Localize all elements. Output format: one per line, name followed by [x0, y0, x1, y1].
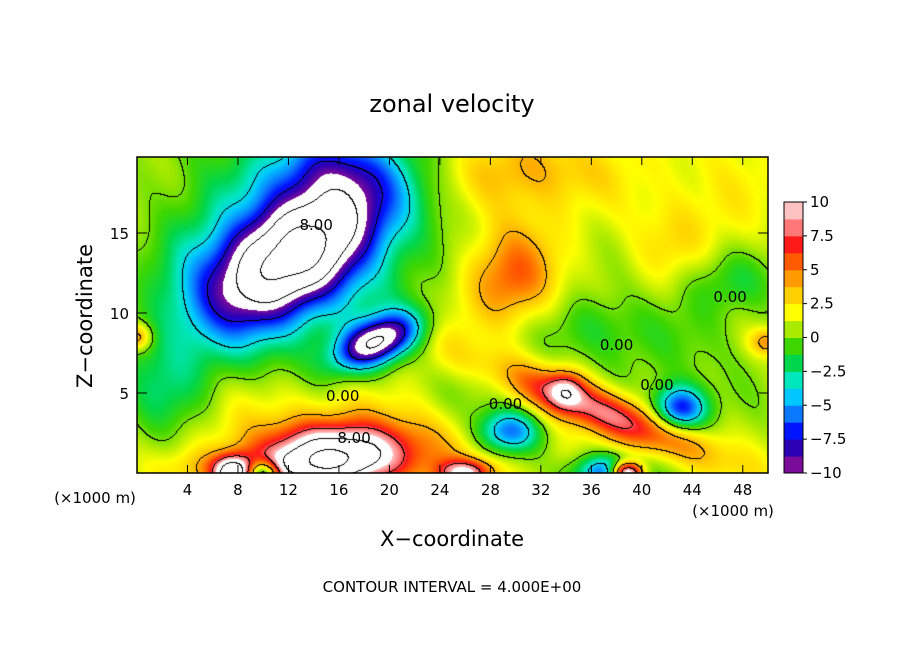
colorbar-block [784, 337, 803, 355]
colorbar-ticks: 10 7.5 5 2.5 0 −2.5 −5 −7.5 −10 [803, 193, 846, 482]
y-tick-label: 5 [119, 385, 129, 403]
colorbar-block [784, 269, 803, 288]
plot-frame [136, 156, 769, 474]
colorbar-block [784, 235, 803, 254]
colorbar-block [784, 405, 803, 423]
colorbar-block [784, 422, 803, 440]
y-tick-label: 15 [110, 225, 129, 243]
contour-label: 0.00 [600, 336, 633, 354]
x-unit-right: (×1000 m) [692, 502, 774, 520]
contour-label: 0.00 [640, 376, 673, 394]
x-tick-label: 28 [481, 481, 500, 499]
colorbar-tick-label: 2.5 [810, 295, 834, 313]
x-tick-label: 12 [279, 481, 298, 499]
x-tick-label: 4 [183, 481, 193, 499]
colorbar-tick-label: 0 [810, 329, 820, 347]
colorbar-block [784, 252, 803, 271]
chart-title: zonal velocity [369, 90, 534, 118]
x-unit-left: (×1000 m) [54, 489, 136, 507]
contour-label: 8.00 [300, 216, 333, 234]
x-tick-label: 44 [683, 481, 702, 499]
x-tick-label: 20 [380, 481, 399, 499]
y-tick-label: 10 [110, 305, 129, 323]
colorbar-tick-label: −2.5 [810, 362, 846, 380]
colorbar-block [784, 371, 803, 389]
colorbar-block [784, 388, 803, 406]
colorbar-block [784, 320, 803, 338]
velocity-field [137, 157, 768, 473]
colorbar-tick-label: −5 [810, 396, 832, 414]
x-tick-label: 48 [733, 481, 752, 499]
x-tick-label: 24 [430, 481, 449, 499]
x-tick-label: 16 [329, 481, 348, 499]
colorbar-tick-label: 5 [810, 261, 820, 279]
colorbar-block [784, 354, 803, 372]
y-axis-label: Z−coordinate [73, 244, 97, 388]
colorbar-block [784, 439, 803, 457]
colorbar-block [784, 202, 803, 220]
contour-labels: 8.00 8.00 0.00 0.00 0.00 0.00 0.00 [300, 216, 747, 447]
colorbar-block [784, 456, 803, 474]
colorbar-tick-label: −10 [810, 464, 842, 482]
colorbar-block [784, 286, 803, 305]
colorbar-block [784, 303, 803, 322]
contour-label: 8.00 [337, 429, 370, 447]
colorbar-block [784, 218, 803, 237]
x-tick-label: 40 [632, 481, 651, 499]
contour-interval-note: CONTOUR INTERVAL = 4.000E+00 [323, 578, 582, 596]
contour-label: 0.00 [713, 288, 746, 306]
colorbar-tick-label: 7.5 [810, 227, 834, 245]
x-tick-label: 32 [531, 481, 550, 499]
contour-label: 0.00 [326, 387, 359, 405]
x-axis-label: X−coordinate [380, 527, 524, 551]
plot-area: 8.008.000.00 0.000.000.000.00 4 8 12 16 20 24 2… [110, 156, 769, 499]
x-tick-label: 36 [582, 481, 601, 499]
colorbar-tick-label: 10 [810, 193, 829, 211]
colorbar-blocks [784, 202, 803, 474]
y-axis-ticks: 5 10 15 [110, 225, 768, 403]
x-tick-label: 8 [233, 481, 243, 499]
colorbar: 10 7.5 5 2.5 0 −2.5 −5 −7.5 −10 [783, 193, 846, 482]
contour-label: 0.00 [489, 395, 522, 413]
colorbar-tick-label: −7.5 [810, 430, 846, 448]
x-axis-ticks: 4 8 12 16 20 24 28 32 36 40 44 48 [183, 157, 752, 499]
